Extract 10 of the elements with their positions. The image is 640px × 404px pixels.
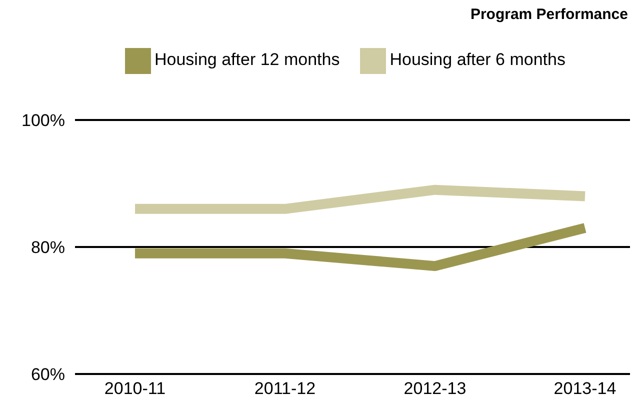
legend-label: Housing after 12 months	[154, 50, 340, 70]
y-tick-label: 80%	[30, 238, 65, 258]
x-tick-label: 2013-14	[554, 379, 616, 398]
legend-label: Housing after 6 months	[390, 50, 566, 70]
x-tick-label: 2012-13	[404, 379, 466, 398]
y-tick-label: 60%	[30, 365, 65, 384]
x-tick-label: 2010-11	[104, 379, 166, 398]
chart-title: Program Performance	[470, 6, 628, 23]
x-tick-label: 2011-12	[254, 379, 316, 398]
y-tick-label: 100%	[22, 111, 65, 130]
